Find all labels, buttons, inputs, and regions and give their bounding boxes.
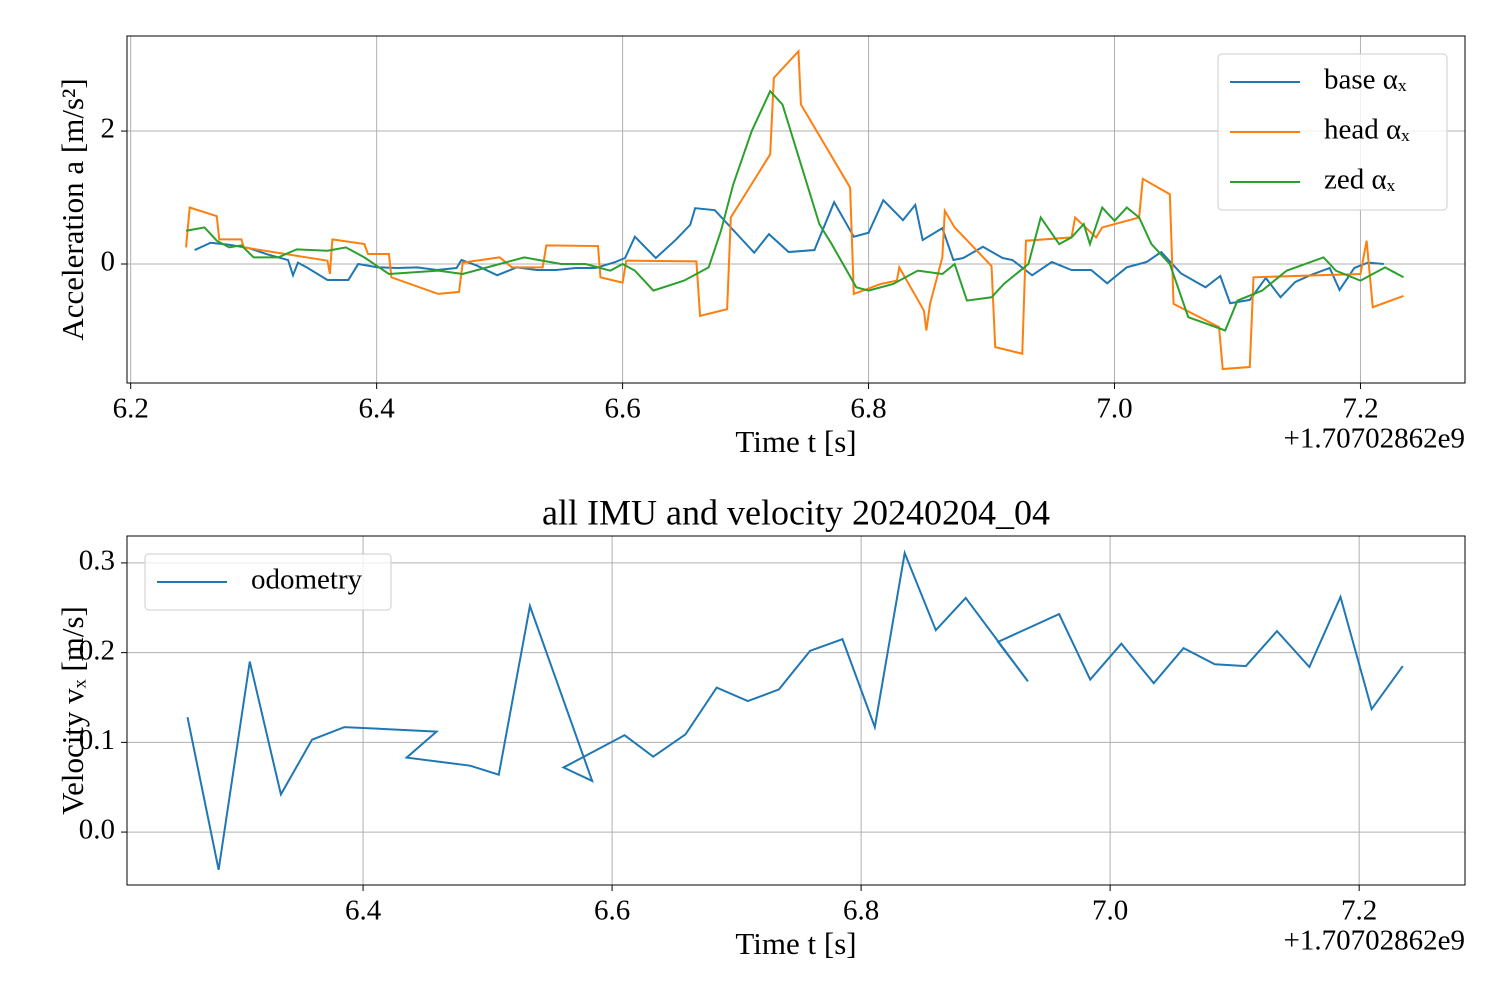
axes: 6.2 6.4 6.6 6.8 7.0 7.2 0 2 Time t [s] +1.7070286… [55,35,1466,459]
chart-title: all IMU and velocity 20240204_04 [542,492,1050,532]
x-tick-label: 6.4 [345,895,382,927]
x-tick-label: 6.8 [850,393,886,425]
y-tick-label: 0.1 [79,724,115,756]
legend-label: base αₓ [1324,64,1407,96]
legend-label: head αₓ [1324,114,1410,146]
x-tick-label: 7.0 [1092,895,1128,927]
y-tick-label: 0 [101,246,116,278]
y-tick-label: 2 [101,113,116,145]
y-tick-label: 0.2 [79,634,115,666]
data-line [194,198,1384,305]
y-tick-label: 0.0 [79,814,115,846]
x-tick-label: 6.8 [843,895,879,927]
x-tick-label: 6.4 [359,393,396,425]
x-tick-label: 7.2 [1342,393,1378,425]
axes: 6.4 6.6 6.8 7.0 7.2 0.0 0.1 0.2 0.3 Time t [s] +1.… [55,492,1466,961]
data-line [186,549,1404,870]
legend-label: zed αₓ [1324,164,1396,196]
x-tick-label: 7.2 [1341,895,1377,927]
x-tick-label: 6.2 [113,393,149,425]
legend-box [1217,53,1448,211]
x-axis-label: Time t [s] [735,926,856,961]
x-offset-label: +1.70702862e9 [1284,423,1465,455]
plot-frame [126,535,1466,886]
x-tick-label: 7.0 [1096,393,1132,425]
legend-box [144,553,392,611]
x-offset-label: +1.70702862e9 [1284,925,1465,957]
y-tick-label: 0.3 [79,545,115,577]
legend-label: odometry [251,564,363,596]
x-tick-label: 6.6 [594,895,630,927]
plot-frame [126,35,1466,384]
data-line [185,89,1404,332]
x-axis-label: Time t [s] [735,424,856,459]
y-axis-label: Velocity vₓ [m/s] [55,606,90,815]
x-tick-label: 6.6 [604,393,640,425]
data-line [185,48,1404,371]
y-axis-label: Acceleration a [m/s²] [55,78,90,340]
